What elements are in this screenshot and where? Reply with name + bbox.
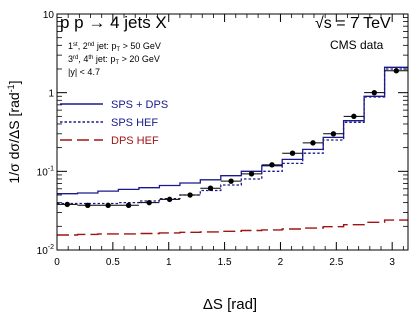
data-point (289, 150, 296, 156)
x-tick-label: 3 (389, 257, 395, 268)
x-axis-label: ΔS [rad] (203, 296, 257, 313)
x-tick-label: 1.5 (218, 257, 232, 268)
data-point (248, 171, 255, 177)
data-point (371, 89, 378, 96)
y-tick-label: 1 (48, 89, 54, 100)
data-point (85, 202, 91, 209)
legend-label: SPS + DPS (111, 99, 168, 111)
data-point (64, 201, 70, 208)
data-point (351, 113, 357, 120)
x-tick-label: 0 (54, 257, 60, 268)
data-point (166, 196, 173, 203)
data-points-layer (57, 68, 408, 209)
plot-frame (56, 13, 409, 251)
y-tick-label: 10-1 (37, 165, 54, 178)
data-point (105, 202, 111, 209)
x-tick-label: 1 (166, 257, 172, 268)
cut-line: 1st, 2nd jet: pT > 50 GeV (68, 41, 161, 53)
cut-line: 3rd, 4th jet: pT > 20 GeV (68, 54, 160, 66)
data-label: CMS data (330, 38, 384, 52)
data-point (393, 68, 400, 74)
data-point (125, 202, 132, 209)
y-tick-label: 10-2 (37, 244, 54, 257)
data-point (207, 185, 214, 191)
data-point (269, 162, 275, 168)
data-point (330, 131, 337, 137)
x-tick-label: 0.5 (106, 257, 120, 268)
y-axis-label: 1/σ dσ/ΔS [rad-1] (6, 80, 22, 183)
data-point (146, 199, 152, 206)
legend-label: DPS HEF (111, 135, 159, 147)
chart-title: p p → 4 jets X (60, 13, 167, 32)
data-point (187, 192, 193, 198)
y-tick-label: 10 (43, 10, 55, 21)
energy-label: √s = 7 TeV (315, 15, 391, 32)
series-line-sps-dps (57, 66, 408, 195)
legend: SPS + DPS SPS HEF DPS HEF (60, 99, 168, 147)
cut-line: |y| < 4.7 (68, 67, 100, 77)
series-line-dps-hef (57, 219, 408, 236)
data-point (228, 178, 234, 184)
data-point (310, 140, 316, 146)
curves-layer (57, 66, 408, 236)
x-tick-label: 2 (278, 257, 284, 268)
legend-label: SPS HEF (111, 117, 158, 129)
x-tick-label: 2.5 (329, 257, 343, 268)
